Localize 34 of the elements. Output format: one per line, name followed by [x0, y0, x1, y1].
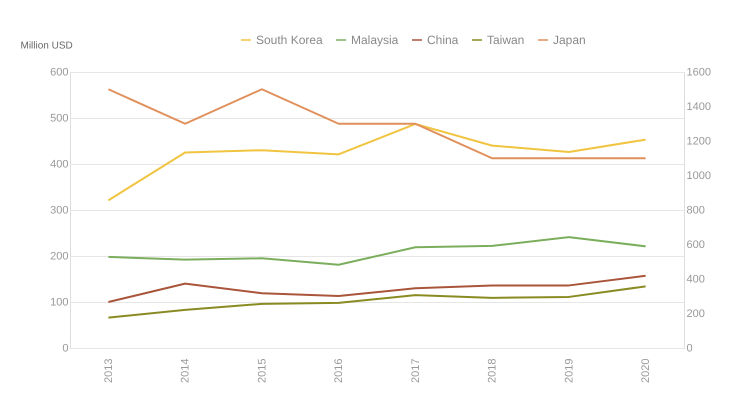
- legend-label: Japan: [553, 33, 586, 47]
- x-tick-label: 2020: [640, 358, 652, 383]
- y-tick-label: 600: [50, 66, 68, 78]
- line-series: [107, 122, 647, 202]
- y-tick-label: 100: [50, 296, 68, 308]
- y-tick-label: 200: [50, 250, 68, 262]
- y-tick-label: 500: [50, 112, 68, 124]
- x-tick-label: 2015: [256, 358, 268, 383]
- y2-tick-label: 400: [686, 274, 705, 286]
- y2-tick-label: 1000: [686, 170, 711, 182]
- y-tick-label: 300: [50, 204, 68, 216]
- y2-tick-label: 1200: [686, 136, 711, 148]
- legend-label: China: [427, 33, 459, 47]
- x-tick-label: 2016: [333, 358, 346, 383]
- y2-tick-label: 600: [686, 239, 705, 251]
- line-series: [107, 274, 647, 303]
- legend-label: Taiwan: [487, 33, 524, 47]
- y2-tick-label: 1600: [686, 66, 711, 78]
- x-tick-label: 2017: [410, 358, 422, 383]
- y2-tick-label: 200: [686, 308, 705, 320]
- y-axis-title: Million USD: [20, 40, 73, 52]
- line-series: [107, 285, 647, 319]
- line-series: [107, 236, 647, 266]
- x-tick-label: 2019: [563, 358, 576, 383]
- y2-tick-label: 800: [686, 204, 705, 216]
- y2-tick-label: 1400: [686, 101, 711, 113]
- x-tick-label: 2014: [180, 358, 192, 383]
- y2-tick-label: 0: [686, 342, 693, 354]
- y-tick-label: 0: [62, 342, 68, 354]
- legend-label: Malaysia: [351, 33, 399, 47]
- x-tick-label: 2013: [102, 358, 115, 383]
- y-tick-label: 400: [50, 158, 68, 170]
- legend-label: South Korea: [256, 33, 324, 47]
- x-tick-label: 2018: [486, 358, 499, 383]
